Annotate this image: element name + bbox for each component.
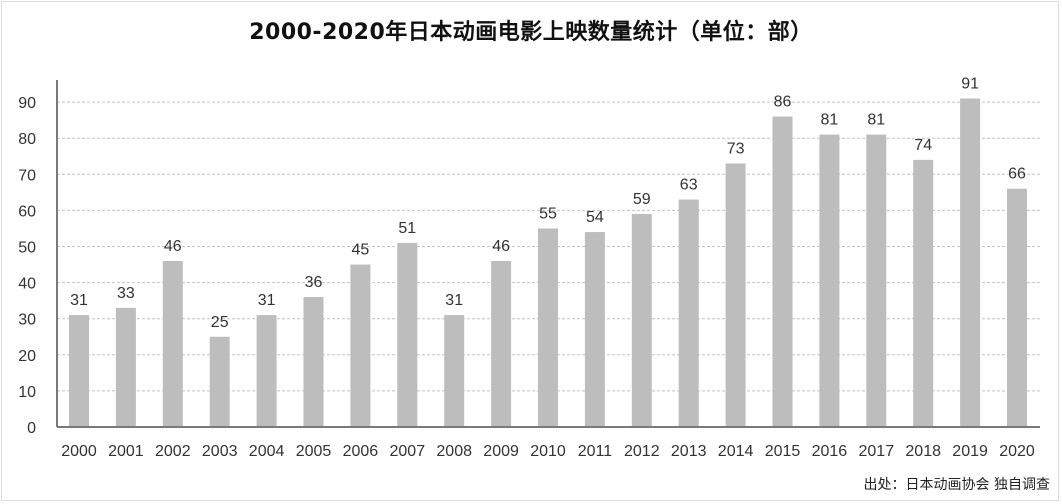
data-label: 31: [258, 292, 276, 309]
bar: [397, 242, 418, 427]
data-label: 33: [117, 285, 135, 302]
labels: 0 10 20 30 40 50 60 70 80 90 31 2000 33 2001 46 2002 25 2…: [18, 75, 1035, 460]
x-tick-label: 2012: [624, 443, 660, 460]
bar: [256, 315, 277, 427]
x-tick-label: 2013: [671, 443, 707, 460]
x-tick-label: 2000: [61, 443, 97, 460]
data-label: 91: [961, 75, 979, 92]
bar: [491, 260, 512, 427]
x-tick-label: 2011: [578, 443, 613, 460]
data-label: 81: [821, 112, 839, 129]
y-tick-label: 0: [27, 420, 36, 437]
x-tick-label: 2017: [859, 443, 895, 460]
x-tick-label: 2016: [812, 443, 848, 460]
x-tick-label: 2010: [530, 443, 566, 460]
data-label: 66: [1008, 166, 1026, 183]
x-tick-label: 2004: [249, 443, 285, 460]
y-tick-label: 50: [18, 240, 36, 257]
y-tick-label: 30: [18, 312, 36, 329]
bar: [350, 264, 371, 427]
axes: [56, 80, 1040, 428]
x-tick-label: 2008: [436, 443, 472, 460]
y-tick-label: 80: [18, 131, 36, 148]
y-tick-label: 40: [18, 276, 36, 293]
bar: [913, 159, 934, 428]
bar: [866, 134, 887, 427]
bar: [819, 134, 840, 427]
y-tick-label: 90: [18, 95, 36, 112]
data-label: 46: [164, 238, 182, 255]
data-label: 51: [398, 220, 416, 237]
x-tick-label: 2015: [765, 443, 801, 460]
data-label: 86: [774, 94, 792, 111]
source-note: 出处：日本动画协会 独自调查: [863, 477, 1050, 493]
data-label: 74: [914, 137, 932, 154]
bar: [772, 116, 793, 427]
y-tick-label: 20: [18, 348, 36, 365]
bar: [69, 315, 89, 427]
x-tick-label: 2006: [343, 443, 379, 460]
x-tick-label: 2019: [952, 443, 988, 460]
bar: [303, 297, 324, 427]
x-tick-label: 2003: [202, 443, 238, 460]
data-label: 45: [352, 242, 370, 259]
bar: [115, 307, 136, 427]
x-tick-label: 2007: [390, 443, 426, 460]
y-tick-label: 60: [18, 203, 36, 220]
bar: [538, 228, 558, 427]
bar: [725, 163, 746, 427]
data-label: 31: [70, 292, 88, 309]
x-tick-label: 2002: [155, 443, 191, 460]
data-label: 46: [492, 238, 510, 255]
bar: [162, 260, 183, 427]
data-label: 31: [445, 292, 463, 309]
x-tick-label: 2014: [718, 443, 754, 460]
data-label: 59: [633, 191, 651, 208]
bar: [1007, 188, 1027, 427]
y-tick-label: 70: [18, 167, 36, 184]
bar: [209, 336, 230, 427]
x-tick-label: 2020: [999, 443, 1035, 460]
data-label: 36: [305, 274, 323, 291]
bars: [69, 98, 1027, 428]
x-tick-label: 2009: [483, 443, 519, 460]
data-label: 63: [680, 177, 698, 194]
data-label: 54: [586, 209, 604, 226]
x-tick-label: 2018: [905, 443, 941, 460]
chart-title: 2000-2020年日本动画电影上映数量统计（单位：部）: [249, 20, 813, 45]
data-label: 73: [727, 140, 745, 157]
bar: [678, 199, 699, 427]
bar: [584, 232, 605, 427]
data-label: 81: [867, 112, 885, 129]
bar: [444, 315, 465, 427]
data-label: 55: [539, 205, 557, 222]
x-tick-label: 2001: [108, 443, 144, 460]
bar: [960, 98, 981, 428]
y-tick-label: 10: [18, 384, 36, 401]
x-tick-label: 2005: [296, 443, 332, 460]
bar: [631, 214, 652, 427]
data-label: 25: [211, 314, 229, 331]
